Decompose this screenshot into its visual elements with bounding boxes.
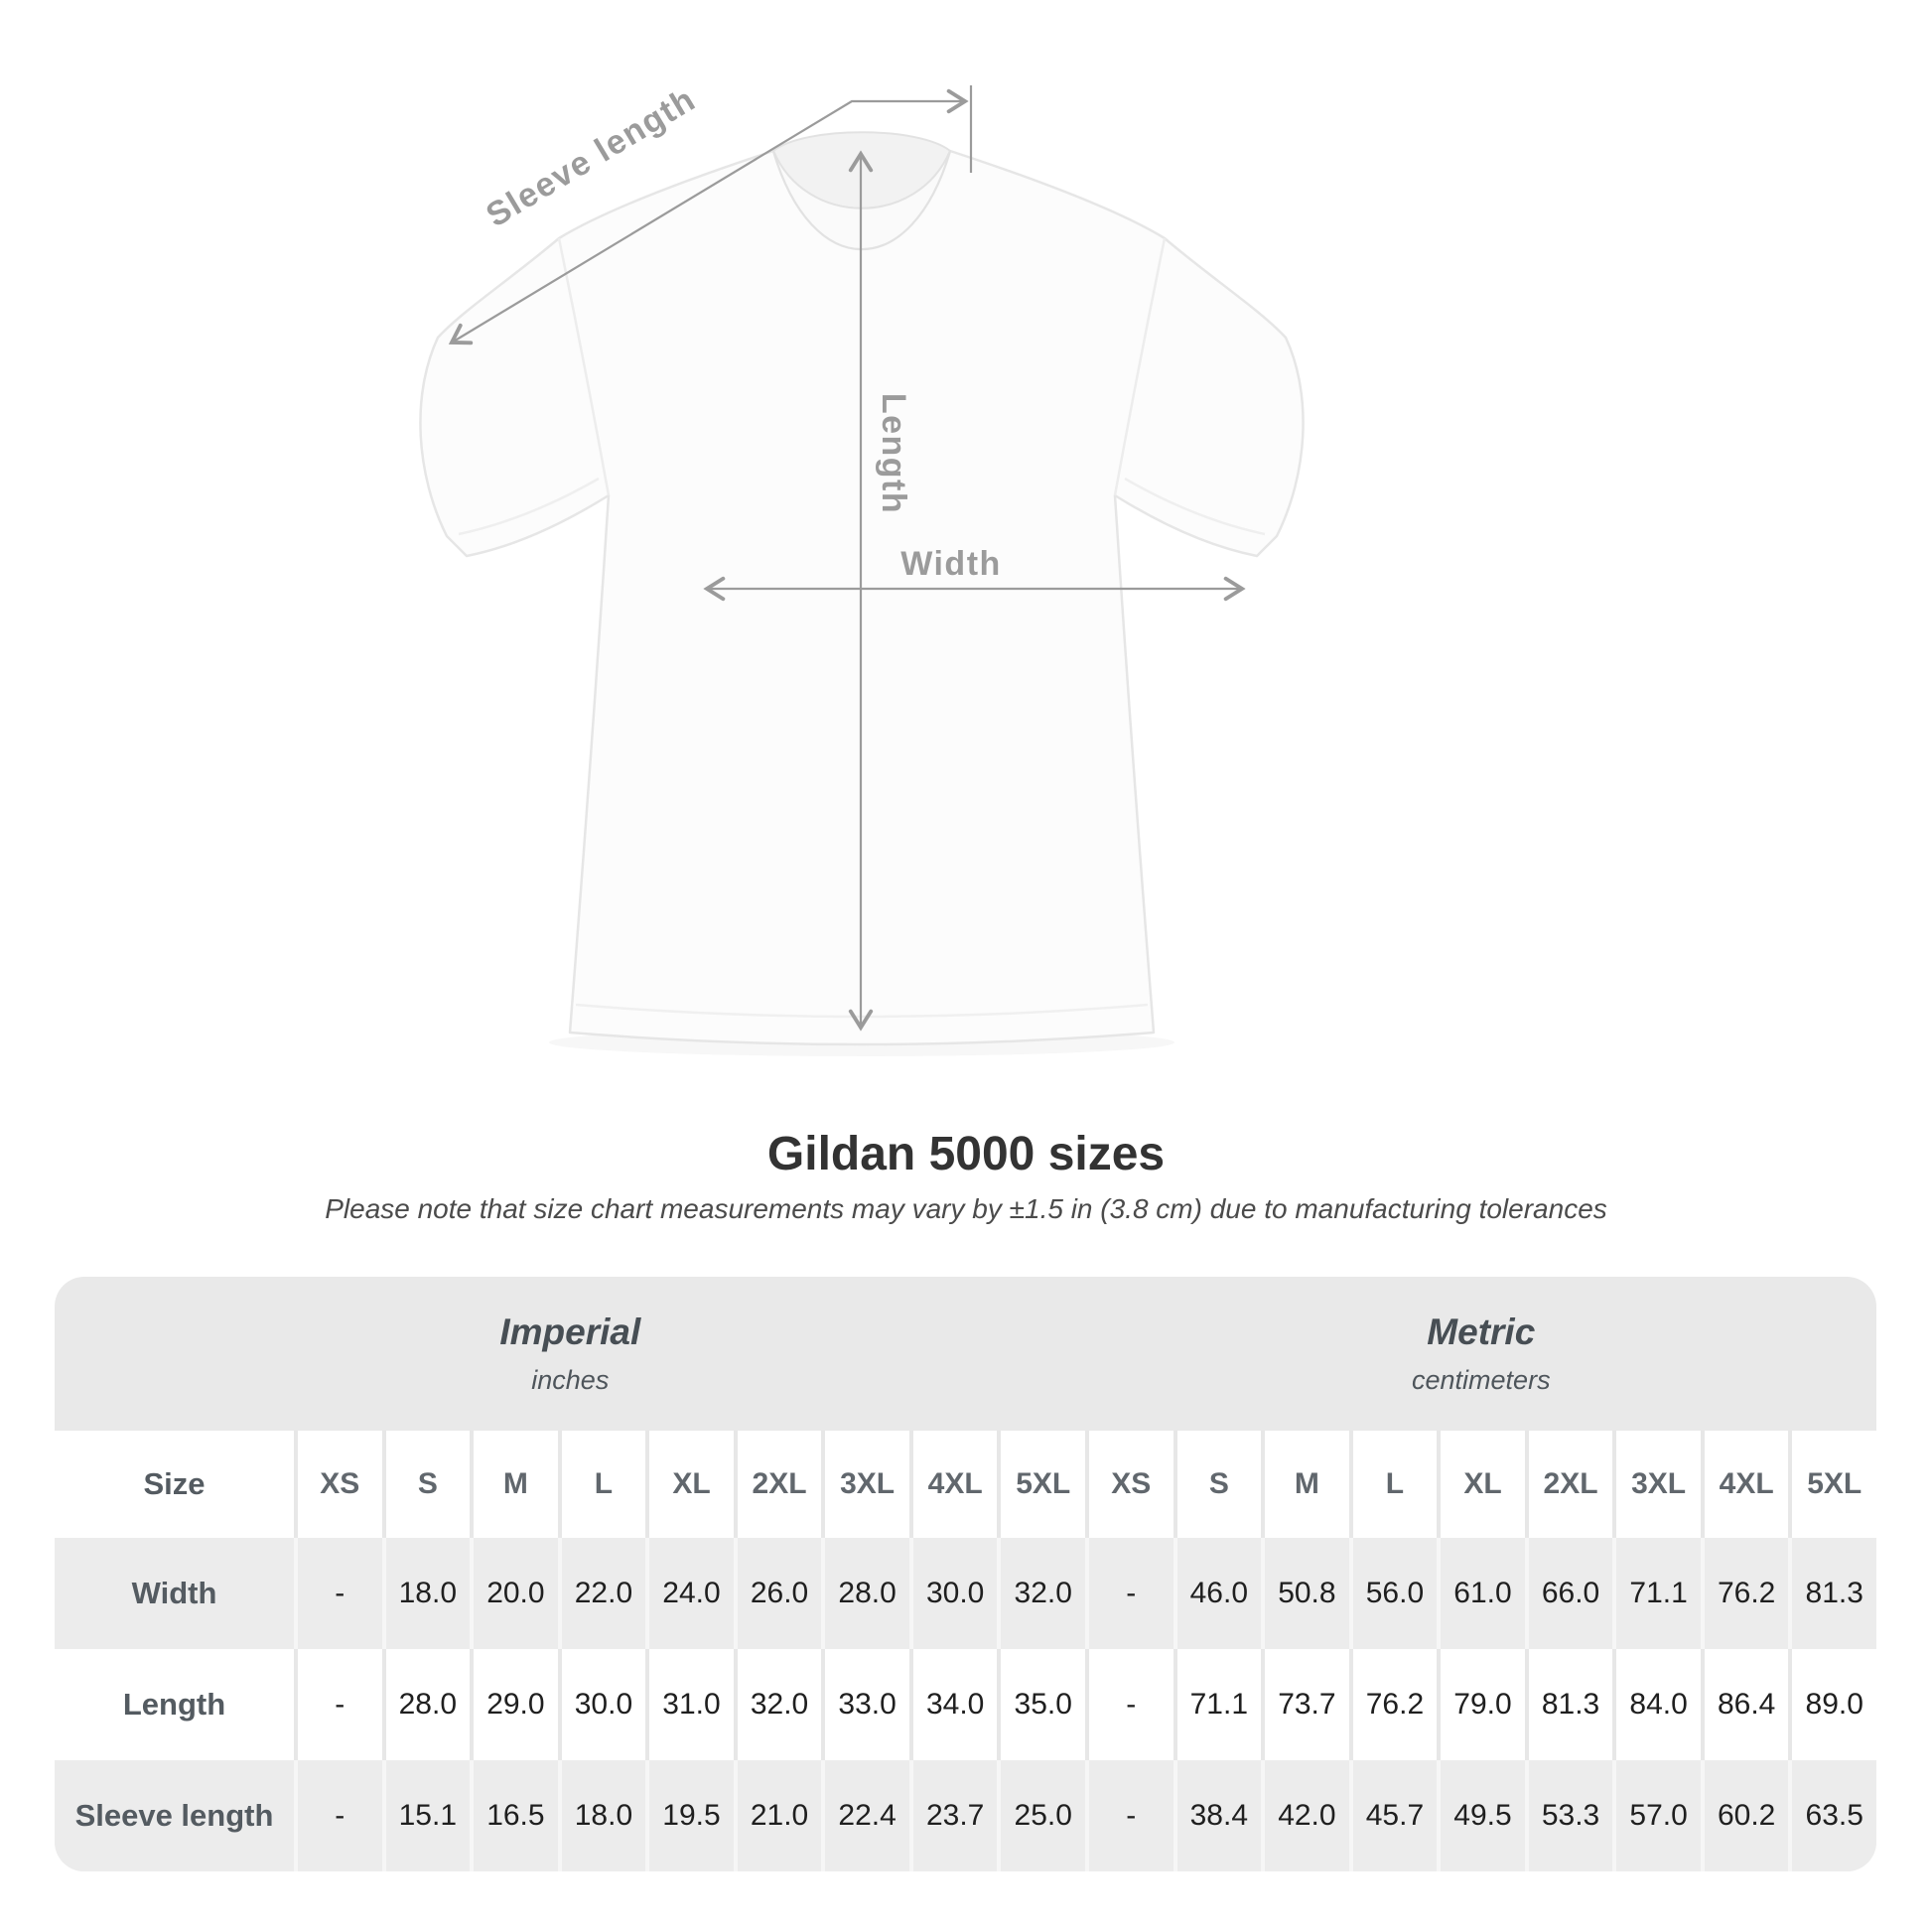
length-label: Length — [875, 393, 912, 514]
table-cell: 60.2 — [1700, 1760, 1789, 1871]
size-header-cell: S — [381, 1431, 471, 1538]
size-table: Imperial inches Metric centimeters Size … — [55, 1277, 1876, 1871]
table-cell: - — [294, 1649, 382, 1760]
table-cell: 35.0 — [997, 1649, 1085, 1760]
table-cell: 61.0 — [1437, 1538, 1525, 1649]
table-row-width: Width - 18.0 20.0 22.0 24.0 26.0 28.0 30… — [55, 1538, 1876, 1649]
imperial-label: Imperial — [499, 1311, 641, 1352]
size-header-row: Size XS S M L XL 2XL 3XL 4XL 5XL XS S M … — [55, 1431, 1876, 1538]
table-cell: - — [1085, 1649, 1173, 1760]
table-cell: 33.0 — [821, 1649, 909, 1760]
size-header-cell: 3XL — [1612, 1431, 1701, 1538]
table-cell: 53.3 — [1524, 1760, 1613, 1871]
size-header-cell: L — [1348, 1431, 1438, 1538]
table-cell: 19.5 — [645, 1760, 734, 1871]
size-header-cell: 3XL — [821, 1431, 909, 1538]
table-cell: - — [1085, 1538, 1173, 1649]
table-cell: 45.7 — [1348, 1760, 1438, 1871]
table-cell: 38.4 — [1173, 1760, 1262, 1871]
table-cell: 30.0 — [557, 1649, 646, 1760]
table-row-length: Length - 28.0 29.0 30.0 31.0 32.0 33.0 3… — [55, 1649, 1876, 1760]
table-cell: 63.5 — [1788, 1760, 1876, 1871]
table-cell: 76.2 — [1700, 1538, 1789, 1649]
size-header-cell: L — [557, 1431, 646, 1538]
table-cell: 23.7 — [908, 1760, 998, 1871]
row-label-width: Width — [131, 1576, 217, 1610]
table-cell: 56.0 — [1348, 1538, 1438, 1649]
row-label-length: Length — [122, 1687, 226, 1722]
table-row-sleeve-length: Sleeve length - 15.1 16.5 18.0 19.5 21.0… — [55, 1760, 1876, 1871]
table-cell: 81.3 — [1524, 1649, 1613, 1760]
size-header-cell: XS — [1085, 1431, 1173, 1538]
table-cell: 71.1 — [1612, 1538, 1701, 1649]
table-cell: 26.0 — [733, 1538, 822, 1649]
table-cell: 20.0 — [470, 1538, 558, 1649]
table-cell: 21.0 — [733, 1760, 822, 1871]
table-cell: 57.0 — [1612, 1760, 1701, 1871]
table-cell: 22.4 — [821, 1760, 909, 1871]
unit-group-metric: Metric centimeters — [1086, 1277, 1876, 1431]
unit-header-row: Imperial inches Metric centimeters — [55, 1277, 1876, 1431]
table-cell: 49.5 — [1437, 1760, 1525, 1871]
tshirt-diagram-svg: Sleeve length Length Width — [419, 80, 1305, 1046]
table-cell: - — [294, 1760, 382, 1871]
width-label: Width — [900, 545, 1002, 583]
size-header-cell: 4XL — [908, 1431, 998, 1538]
right-armhole-seam — [1113, 237, 1167, 496]
table-cell: 18.0 — [557, 1760, 646, 1871]
size-header-cell: M — [1261, 1431, 1349, 1538]
table-cell: 46.0 — [1173, 1538, 1262, 1649]
unit-group-imperial: Imperial inches — [55, 1277, 1086, 1431]
table-cell: 50.8 — [1261, 1538, 1349, 1649]
table-cell: - — [294, 1538, 382, 1649]
table-cell: 31.0 — [645, 1649, 734, 1760]
table-cell: 28.0 — [381, 1649, 471, 1760]
size-header-cell: 5XL — [1788, 1431, 1876, 1538]
table-cell: 18.0 — [381, 1538, 471, 1649]
table-cell: 16.5 — [470, 1760, 558, 1871]
table-cell: - — [1085, 1760, 1173, 1871]
table-cell: 25.0 — [997, 1760, 1085, 1871]
right-sleeve-hem-seam — [1124, 477, 1266, 536]
table-cell: 30.0 — [908, 1538, 998, 1649]
tshirt-measurement-diagram: Sleeve length Length Width — [419, 80, 1305, 1046]
size-header-cell: 2XL — [1524, 1431, 1613, 1538]
table-cell: 76.2 — [1348, 1649, 1438, 1760]
size-header-cell: XL — [1437, 1431, 1525, 1538]
table-cell: 84.0 — [1612, 1649, 1701, 1760]
table-cell: 34.0 — [908, 1649, 998, 1760]
row-label-sleeve-length: Sleeve length — [74, 1798, 274, 1833]
table-cell: 89.0 — [1788, 1649, 1876, 1760]
table-cell: 81.3 — [1788, 1538, 1876, 1649]
table-cell: 42.0 — [1261, 1760, 1349, 1871]
sleeve-length-arrow — [448, 88, 969, 345]
left-sleeve-hem-seam — [458, 477, 600, 536]
table-cell: 29.0 — [470, 1649, 558, 1760]
table-cell: 28.0 — [821, 1538, 909, 1649]
size-header-cell: XS — [294, 1431, 382, 1538]
table-cell: 79.0 — [1437, 1649, 1525, 1760]
table-cell: 66.0 — [1524, 1538, 1613, 1649]
size-header-cell: M — [470, 1431, 558, 1538]
size-col-label: Size — [143, 1466, 206, 1501]
table-cell: 15.1 — [381, 1760, 471, 1871]
table-cell: 32.0 — [997, 1538, 1085, 1649]
metric-unit-label: centimeters — [1412, 1365, 1551, 1395]
size-header-cell: XL — [645, 1431, 734, 1538]
table-cell: 32.0 — [733, 1649, 822, 1760]
table-cell: 71.1 — [1173, 1649, 1262, 1760]
size-header-cell: 2XL — [733, 1431, 822, 1538]
size-header-cell: 5XL — [997, 1431, 1085, 1538]
metric-label: Metric — [1427, 1311, 1536, 1352]
table-cell: 22.0 — [557, 1538, 646, 1649]
page-subtitle: Please note that size chart measurements… — [325, 1193, 1607, 1224]
table-cell: 24.0 — [645, 1538, 734, 1649]
imperial-unit-label: inches — [531, 1365, 610, 1395]
size-header-cell: S — [1173, 1431, 1262, 1538]
page-title: Gildan 5000 sizes — [766, 1128, 1166, 1180]
table-cell: 86.4 — [1700, 1649, 1789, 1760]
size-header-cell: 4XL — [1700, 1431, 1789, 1538]
table-cell: 73.7 — [1261, 1649, 1349, 1760]
